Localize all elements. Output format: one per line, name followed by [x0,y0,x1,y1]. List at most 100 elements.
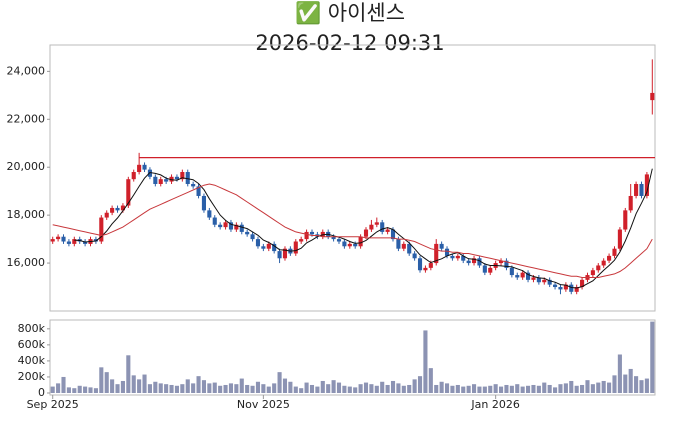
volume-bar [336,382,342,393]
candle-body [450,255,455,259]
candle-body [115,207,120,211]
candle-body [374,222,379,225]
volume-bar [164,384,169,393]
volume-bar [174,385,179,393]
candle-body [207,210,212,218]
chart-title: ✅ 아이센스 [295,0,405,25]
volume-bar [347,386,352,393]
volume-tick-label: 0 [38,386,45,399]
volume-bar [461,386,466,393]
volume-bar [374,385,379,393]
candle-body [580,279,585,288]
volume-bar [380,381,385,393]
candle-body [358,236,363,247]
candle-body [282,248,288,259]
candle-body [412,253,417,259]
volume-bar [282,378,288,393]
candle-body [509,267,514,276]
volume-bar [110,379,115,393]
volume-bar [131,375,136,393]
volume-bar [536,385,541,393]
volume-bar [644,378,649,393]
x-tick-label: Nov 2025 [237,398,290,411]
x-tick-label: Sep 2025 [27,398,79,411]
volume-bar [493,384,498,393]
candle-body [644,174,649,196]
volume-bar [412,379,417,393]
volume-bar [66,387,71,393]
candle-body [180,172,185,180]
volume-bar [99,367,104,393]
candle-body [304,231,309,240]
volume-bar [255,381,261,393]
volume-bar [639,380,644,393]
candle-body [390,229,396,240]
volume-bar [444,383,450,393]
y-tick-label: 20,000 [7,160,46,173]
volume-bar [580,384,585,393]
candle-body [590,270,595,276]
volume-bar [531,384,536,393]
volume-bar [466,385,471,393]
volume-bar [542,382,547,393]
volume-bar [471,384,477,393]
candle-body [331,236,336,240]
chart-subtitle: 2026-02-12 09:31 [255,31,444,55]
candle-body [612,248,617,256]
volume-bar [601,380,606,393]
candle-body [218,224,223,228]
volume-bar [277,372,282,393]
candle-body [299,239,304,242]
volume-bar [304,382,309,393]
volume-bar [77,385,82,393]
candle-body [245,231,250,235]
candle-body [201,195,207,211]
candle-body [482,265,487,273]
volume-bar [158,383,163,393]
volume-bar [498,386,504,393]
volume-bar [223,384,228,393]
y-tick-label: 22,000 [7,112,46,125]
volume-bar [104,372,109,393]
moving-average [52,183,653,278]
candle-body [471,258,477,264]
candle-body [56,236,61,240]
volume-bar [509,385,514,393]
volume-bar [504,384,509,393]
candle-body [439,243,444,249]
volume-bar [455,384,460,393]
candle-body [110,207,115,213]
candle-body [212,217,217,225]
candle-body [547,279,552,285]
candle-body [83,241,88,244]
volume-bar [239,378,244,393]
volume-bar [207,383,212,393]
volume-bar [574,385,579,393]
volume-bar [417,376,423,393]
candle-body [466,260,471,264]
candle-body [153,176,158,184]
volume-bar [363,382,369,393]
volume-bar [390,380,396,393]
volume-bar [201,380,207,393]
candle-body [607,255,612,261]
candle-body [272,243,277,252]
volume-bar [401,385,406,393]
volume-bar [628,368,633,393]
candle-body [309,231,315,235]
volume-bar [153,381,158,393]
candle-body [536,277,541,283]
candle-body [99,217,104,242]
candle-body [639,183,644,196]
y-tick-label: 24,000 [7,64,46,77]
candle-body [569,284,574,292]
volume-bar [88,387,93,393]
candle-body [336,239,342,242]
candle-body [553,284,558,288]
volume-bar [250,385,255,393]
volume-bar [369,384,374,393]
volume-bar [320,380,325,393]
candle-body [174,176,179,180]
volume-bar [353,387,358,393]
candle-body [353,243,358,247]
